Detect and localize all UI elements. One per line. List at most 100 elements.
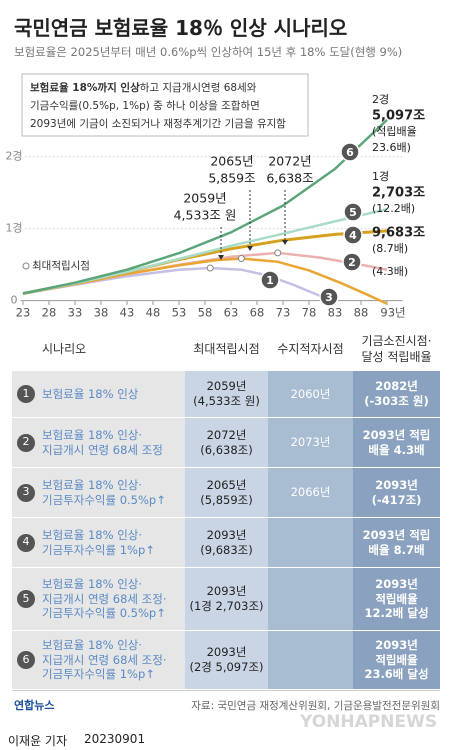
row-number: 4 — [17, 533, 35, 552]
x-tick-label: 58 — [198, 306, 213, 320]
x-tick-label: 43 — [120, 306, 135, 320]
row-number: 5 — [17, 590, 35, 608]
peak-marker — [206, 264, 214, 272]
note-text: 보험료율 18%까지 인상 — [30, 81, 140, 94]
end-label: (8.7배) — [372, 242, 408, 255]
series-badge — [319, 287, 339, 307]
max-time: 2072년 (6,638조) — [185, 418, 268, 467]
deficit-time — [268, 518, 353, 567]
scenario: 보험료율 18% 인상· 지급개시 연령 68세 조정· 기금투자수익률 1%p… — [40, 631, 185, 689]
x-tick-label: 88 — [354, 306, 369, 320]
scenario: 보험료율 18% 인상· 기금투자수익률 1%p↑ — [40, 518, 185, 567]
scenario: 보험료율 18% 인상· 지급개시 연령 68세 조정 — [40, 418, 185, 467]
row-number-cell: 4 — [12, 518, 40, 567]
series-line — [22, 118, 388, 295]
row-number: 3 — [17, 483, 35, 502]
series-line — [22, 266, 331, 304]
max-time: 2093년 (2경 5,097조) — [185, 631, 268, 689]
final-state: 2093년 적립 배율 4.3배 — [353, 418, 440, 467]
table-row: 1 보험료율 18% 인상 2059년 (4,533조 원) 2060년 2082년 (… — [12, 370, 440, 417]
x-tick-label: 38 — [94, 306, 109, 320]
series-badge — [343, 202, 363, 222]
x-tick-label: 83 — [328, 306, 343, 320]
final-state: 2082년 (-303조 원) — [353, 371, 440, 417]
max-time: 2093년 (9,683조) — [185, 518, 268, 567]
date: 20230901 — [84, 732, 146, 746]
series-badge — [340, 142, 360, 162]
chart: 보험료율 18%까지 인상하고 지급개시연령 68세와기금수익률(0.5%p, … — [5, 73, 425, 320]
arrow-head — [282, 240, 288, 245]
table-row: 3 보험료율 18% 인상· 기금투자수익률 0.5%p↑ 2065년 (5,859… — [12, 467, 440, 517]
table-row: 4 보험료율 18% 인상· 기금투자수익률 1%p↑ 2093년 (9,683조)… — [12, 517, 440, 567]
legend-label: 최대적립시점 — [32, 259, 90, 272]
title: 국민연금 보험료율 18％ 인상 시나리오 — [14, 16, 348, 40]
x-tick-label: 53 — [172, 306, 187, 320]
scenario: 보험료율 18% 인상 — [40, 371, 185, 417]
max-time: 2065년 (5,859조) — [185, 468, 268, 517]
note-line: 2093년에 기금이 소진되거나 재정추계기간 기금을 유지함 — [30, 118, 286, 130]
end-label: 23.6배) — [372, 141, 411, 154]
annotation: 4,533조 원 — [174, 208, 237, 223]
series-name: 1 — [266, 274, 274, 287]
arrow-head — [218, 255, 224, 260]
final-state: 2093년 (-417조) — [353, 468, 440, 517]
divider — [12, 690, 440, 691]
logo: 연합뉴스 — [14, 699, 55, 712]
table: 시나리오 최대적립시점 수지적자시점 기금소진시점· 달성 적립배율 1 보험료율 18%… — [12, 330, 440, 689]
table-header: 시나리오 최대적립시점 수지적자시점 기금소진시점· 달성 적립배율 — [12, 330, 440, 370]
max-time: 2093년 (1경 2,703조) — [185, 568, 268, 630]
note-text: 하고 지급개시연령 68세와 — [140, 81, 257, 94]
table-row: 5 보험료율 18% 인상· 지급개시 연령 68세 조정· 기금투자수익률 0.… — [12, 567, 440, 630]
series-name: 5 — [349, 206, 357, 219]
end-label: (12.2배) — [372, 202, 415, 215]
table-row: 2 보험료율 18% 인상· 지급개시 연령 68세 조정 2072년 (6,638… — [12, 417, 440, 467]
final-state: 2093년 적립배율 12.2배 달성 — [353, 568, 440, 630]
row-number: 6 — [17, 651, 35, 669]
row-number-cell: 3 — [12, 468, 40, 517]
note-box — [21, 73, 309, 137]
final-state: 2093년 적립배율 23.6배 달성 — [353, 631, 440, 689]
header-spacer — [12, 330, 40, 370]
subtitle: 보험료율은 2025년부터 매년 0.6%p씩 인상하여 15년 후 18% 도… — [14, 45, 403, 59]
header-cell: 수지적자시점 — [277, 342, 344, 357]
scenario: 보험료율 18% 인상· 기금투자수익률 0.5%p↑ — [40, 468, 185, 517]
x-tick-label: 33 — [68, 306, 83, 320]
source: 자료: 국민연금 재정계산위원회, 기금운용발전전문위원회 — [191, 700, 440, 712]
note-text: 2093년에 기금이 소진되거나 재정추계기간 기금을 유지함 — [30, 118, 286, 130]
table-row: 6 보험료율 18% 인상· 지급개시 연령 68세 조정· 기금투자수익률 1%… — [12, 630, 440, 689]
reporter: 이재윤 기자 — [8, 734, 68, 748]
row-number-cell: 2 — [12, 418, 40, 467]
header-cell: 최대적립시점 — [193, 342, 260, 357]
end-label: 1경 — [372, 170, 389, 183]
annotation: 2072년 — [268, 154, 311, 169]
row-number-cell: 1 — [12, 371, 40, 417]
arrow-head — [247, 246, 253, 251]
row-number: 1 — [17, 385, 35, 403]
x-tick-label: 28 — [42, 306, 57, 320]
end-label: (4.3배) — [372, 265, 408, 278]
scenario: 보험료율 18% 인상· 지급개시 연령 68세 조정· 기금투자수익률 0.5… — [40, 568, 185, 630]
x-tick-label: 93년 — [380, 306, 405, 320]
y-tick-label: 2경 — [5, 150, 22, 163]
x-tick-label: 78 — [302, 306, 317, 320]
series-badge — [343, 225, 363, 245]
series-name: 6 — [346, 146, 354, 159]
peak-marker — [274, 249, 282, 257]
row-number: 2 — [17, 433, 35, 452]
peak-marker — [237, 254, 245, 262]
series-name: 3 — [325, 291, 333, 304]
end-label: (적립배율 — [372, 125, 417, 138]
deficit-time: 2066년 — [268, 468, 353, 517]
annotation: 2059년 — [183, 191, 226, 206]
deficit-time — [268, 568, 353, 630]
series-badge — [260, 270, 280, 290]
note-text: 기금수익률(0.5%p, 1%p) 중 하나 이상을 조합하면 — [30, 99, 260, 112]
deficit-time: 2073년 — [268, 418, 353, 467]
y-tick-label: 1경 — [5, 222, 22, 235]
end-label: 5,097조 — [372, 109, 425, 124]
series-name: 2 — [348, 256, 356, 269]
note-line: 보험료율 18%까지 인상하고 지급개시연령 68세와 — [30, 81, 257, 94]
end-label: 2,703조 — [372, 186, 425, 201]
row-number-cell: 6 — [12, 631, 40, 689]
